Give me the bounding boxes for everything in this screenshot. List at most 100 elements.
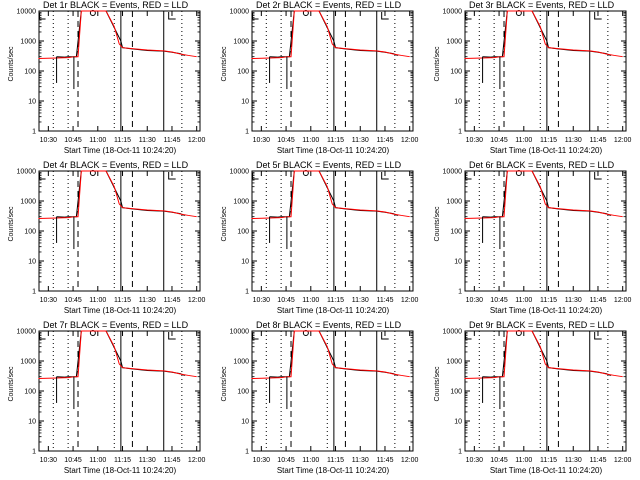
x-tick-label: 11:45 (376, 297, 393, 304)
y-tick-label: 10 (454, 419, 462, 426)
plot-svg: 1 10 100 1000 10000 10:30 10:45 11:00 11:15 11:30… (443, 329, 632, 465)
x-tick-label: 11:45 (376, 457, 393, 464)
x-tick-label: 12:00 (614, 137, 632, 144)
x-tick-label: 11:00 (302, 457, 319, 464)
y-tick-label: 10000 (443, 169, 463, 176)
y-tick-label: 100 (450, 389, 462, 396)
x-tick-label: 11:30 (352, 457, 369, 464)
y-tick-label: 10000 (17, 9, 37, 16)
x-tick-label: 12:00 (401, 137, 419, 144)
plot-frame (464, 170, 627, 292)
y-tick-label: 10000 (230, 169, 250, 176)
annotation-l-mark (381, 332, 389, 340)
x-axis-label: Start Time (18-Oct-11 10:24:20) (276, 466, 390, 475)
detector-panel: Det 7r BLACK = Events, RED = LLD Counts/s… (0, 320, 213, 480)
panel-title: Det 5r BLACK = Events, RED = LLD (256, 160, 402, 170)
panel-title: Det 3r BLACK = Events, RED = LLD (469, 0, 615, 10)
x-tick-label: 10:30 (40, 297, 58, 304)
y-tick-label: 1 (458, 449, 462, 456)
x-tick-label: 11:15 (327, 297, 344, 304)
x-tick-label: 11:45 (589, 297, 606, 304)
annotation-left-bracket (252, 13, 259, 20)
detector-panel: Det 5r BLACK = Events, RED = LLD Counts/s… (213, 160, 426, 320)
y-tick-label: 100 (450, 229, 462, 236)
x-tick-label: 12:00 (188, 457, 206, 464)
x-tick-label: 10:30 (40, 137, 58, 144)
y-tick-label: 100 (237, 69, 249, 76)
annotation-left-bracket (252, 333, 259, 340)
y-tick-label: 10 (454, 99, 462, 106)
x-tick-label: 10:45 (490, 457, 508, 464)
series-lld-line (38, 10, 197, 60)
x-tick-label: 10:45 (490, 297, 508, 304)
x-tick-label: 10:45 (64, 297, 82, 304)
y-tick-label: 10 (28, 99, 36, 106)
annotation-l-mark (168, 12, 176, 20)
plot-svg: 1 10 100 1000 10000 10:30 10:45 11:00 11:15 11:30… (17, 329, 206, 465)
x-tick-label: 10:45 (277, 297, 295, 304)
panel-title: Det 2r BLACK = Events, RED = LLD (256, 0, 402, 10)
x-tick-label: 12:00 (188, 297, 206, 304)
x-tick-label: 11:00 (89, 297, 106, 304)
plot-frame (38, 170, 201, 292)
x-tick-label: 10:30 (253, 297, 271, 304)
x-tick-label: 11:00 (89, 137, 106, 144)
y-tick-label: 10000 (230, 9, 250, 16)
y-tick-label: 10 (28, 419, 36, 426)
plot-svg: 1 10 100 1000 10000 10:30 10:45 11:00 11:15 11:30… (17, 9, 206, 145)
y-tick-label: 1 (458, 289, 462, 296)
annotation-left-bracket (465, 333, 472, 340)
y-tick-label: 1000 (446, 199, 462, 206)
x-tick-label: 11:00 (515, 457, 532, 464)
plot-frame (464, 330, 627, 452)
x-tick-label: 11:30 (565, 457, 582, 464)
x-axis-label: Start Time (18-Oct-11 10:24:20) (63, 146, 177, 155)
x-tick-label: 11:15 (114, 137, 131, 144)
plot-frame (251, 330, 414, 452)
plot-svg: 1 10 100 1000 10000 10:30 10:45 11:00 11:15 11:30… (443, 9, 632, 145)
y-tick-label: 1000 (446, 39, 462, 46)
plot-frame (464, 10, 627, 132)
series-lld-line (464, 330, 623, 380)
y-tick-label: 1 (32, 129, 36, 136)
x-axis-label: Start Time (18-Oct-11 10:24:20) (63, 466, 177, 475)
detector-panel: Det 1r BLACK = Events, RED = LLD Counts/s… (0, 0, 213, 160)
y-tick-label: 1000 (20, 39, 36, 46)
series-lld-line (251, 170, 410, 220)
series-lld-line (464, 170, 623, 220)
x-axis-label: Start Time (18-Oct-11 10:24:20) (489, 466, 603, 475)
panel-title: Det 9r BLACK = Events, RED = LLD (469, 320, 615, 330)
x-tick-label: 11:45 (589, 137, 606, 144)
y-tick-label: 1 (245, 289, 249, 296)
x-tick-label: 10:45 (64, 457, 82, 464)
series-lld-line (38, 330, 197, 380)
x-tick-label: 10:45 (277, 137, 295, 144)
annotation-left-bracket (465, 13, 472, 20)
x-axis-label: Start Time (18-Oct-11 10:24:20) (276, 146, 390, 155)
y-tick-label: 100 (24, 229, 36, 236)
detector-panel: Det 8r BLACK = Events, RED = LLD Counts/s… (213, 320, 426, 480)
plot-frame (38, 10, 201, 132)
y-tick-label: 1 (32, 289, 36, 296)
x-tick-label: 11:30 (352, 137, 369, 144)
plot-svg: 1 10 100 1000 10000 10:30 10:45 11:00 11:15 11:30… (443, 169, 632, 305)
y-tick-label: 10000 (230, 329, 250, 336)
x-tick-label: 11:30 (139, 457, 156, 464)
detector-panel: Det 3r BLACK = Events, RED = LLD Counts/s… (426, 0, 639, 160)
annotation-l-mark (594, 332, 602, 340)
x-tick-label: 12:00 (401, 457, 419, 464)
y-tick-label: 1000 (233, 39, 249, 46)
panel-title: Det 4r BLACK = Events, RED = LLD (43, 160, 189, 170)
x-tick-label: 10:45 (490, 137, 508, 144)
x-tick-label: 11:15 (540, 137, 557, 144)
series-lld-line (251, 10, 410, 60)
x-tick-label: 11:45 (589, 457, 606, 464)
y-tick-label: 10 (241, 259, 249, 266)
y-tick-label: 10 (454, 259, 462, 266)
annotation-left-bracket (39, 13, 46, 20)
series-lld-line (251, 330, 410, 380)
annotation-left-bracket (465, 173, 472, 180)
x-tick-label: 12:00 (401, 297, 419, 304)
plot-frame (251, 10, 414, 132)
y-tick-label: 1 (458, 129, 462, 136)
